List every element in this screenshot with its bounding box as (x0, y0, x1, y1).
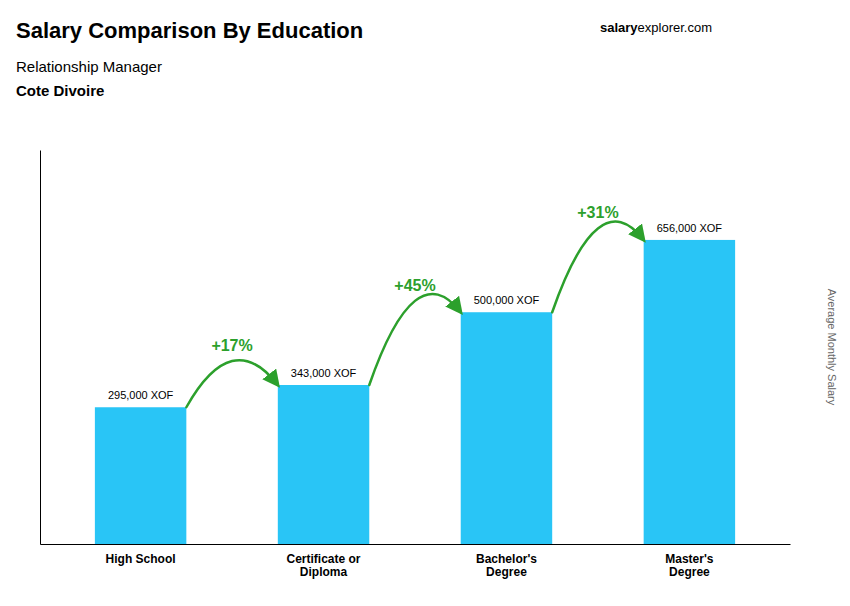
change-arrow (552, 222, 643, 313)
x-tick-label: Certificate orDiploma (287, 552, 361, 580)
annotation: +45% (394, 277, 435, 294)
bar (461, 312, 552, 544)
x-tick-label-line: Bachelor's (476, 552, 537, 566)
x-tick-label-line: Degree (486, 565, 527, 579)
change-arrows (186, 222, 643, 408)
data-label: 656,000 XOF (657, 222, 723, 234)
change-arrow (186, 360, 277, 407)
x-tick-label: High School (106, 552, 176, 566)
bar (644, 240, 735, 544)
y-axis (40, 151, 41, 545)
annotations: +17% +45% +31% (211, 204, 618, 354)
x-axis: High School Certificate orDiploma Bachelor… (41, 545, 791, 580)
bar (278, 385, 369, 544)
annotation: +31% (577, 204, 618, 221)
change-arrow (369, 294, 460, 385)
bar (95, 407, 186, 544)
y-axis-line (40, 151, 41, 545)
watermark: explorer.com (638, 20, 712, 35)
bars (95, 240, 735, 544)
x-tick: Bachelor'sDegree (476, 552, 537, 580)
annotation: +17% (211, 337, 252, 354)
x-tick: Certificate orDiploma (287, 552, 361, 580)
x-tick-label-line: Degree (669, 565, 710, 579)
x-tick: Master'sDegree (665, 552, 714, 580)
x-tick-label-line: Diploma (300, 565, 348, 579)
x-tick-label: Master'sDegree (665, 552, 714, 580)
x-tick-label-line: High School (106, 552, 176, 566)
x-tick-label-line: Certificate or (287, 552, 361, 566)
watermark: salary (600, 20, 638, 35)
subtitle: Cote Divoire (16, 82, 104, 99)
x-tick-label-line: Master's (665, 552, 714, 566)
x-tick-label: Bachelor'sDegree (476, 552, 537, 580)
title: Salary Comparison By Education (16, 18, 363, 43)
x-axis-line (41, 544, 791, 545)
data-label: 500,000 XOF (474, 294, 540, 306)
y-axis-label: Average Monthly Salary (826, 289, 838, 406)
chart: Salary Comparison By Education Relationsh… (0, 0, 850, 606)
subtitle: Relationship Manager (16, 58, 162, 75)
data-label: 343,000 XOF (291, 367, 357, 379)
x-tick: High School (106, 552, 176, 566)
data-label: 295,000 XOF (108, 389, 174, 401)
data-labels: 295,000 XOF 343,000 XOF 500,000 XOF 656,000… (108, 222, 722, 401)
plot-area: High School Certificate orDiploma Bachelor… (41, 151, 791, 580)
